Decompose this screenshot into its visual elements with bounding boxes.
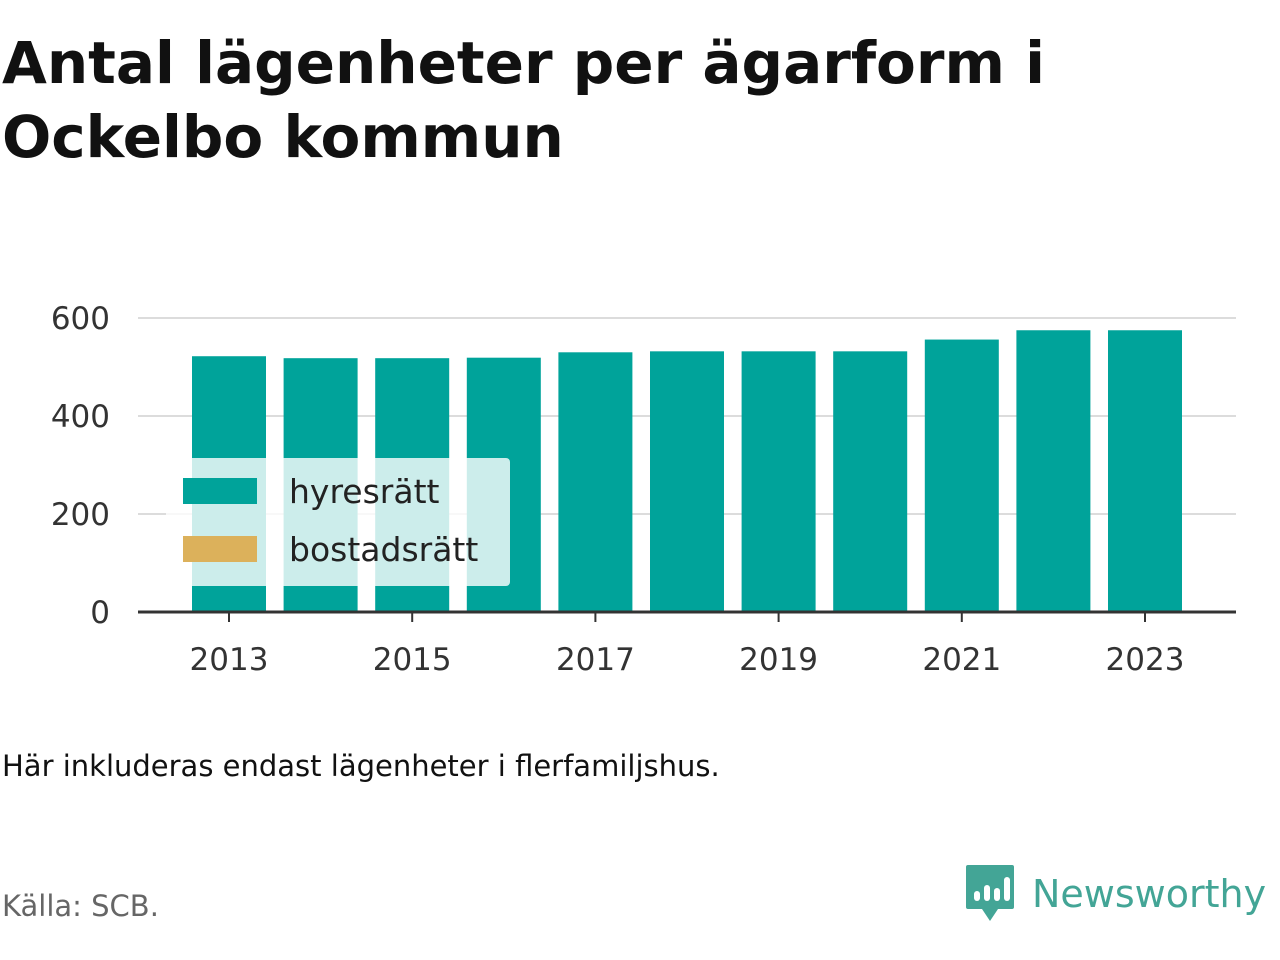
x-tick-label: 2021 [922,642,1001,678]
x-axis-ticks: 2013 2015 2017 2019 2021 2023 [190,612,1185,678]
y-tick-label: 200 [51,497,110,533]
bar [924,339,999,612]
bar [1108,330,1182,612]
bar [833,351,908,612]
bar [558,352,633,612]
bar-chart: 0 200 400 600 2013 2015 2017 2019 2021 2023 hyre… [51,301,1236,678]
y-axis-tick-labels: 0 200 400 600 [51,301,110,631]
bar [650,351,724,612]
legend-label: bostadsrätt [289,530,478,569]
y-tick-label: 400 [51,399,110,435]
bar [741,351,816,612]
y-tick-label: 600 [51,301,110,337]
legend: hyresrätt bostadsrätt [166,458,510,586]
brand-logo: Newsworthy [964,862,1266,926]
x-tick-label: 2019 [739,642,818,678]
x-tick-label: 2015 [373,642,452,678]
legend-swatch [183,478,257,504]
x-tick-label: 2013 [190,642,269,678]
bar [1016,330,1091,612]
x-tick-label: 2023 [1106,642,1185,678]
x-tick-label: 2017 [556,642,635,678]
chart-note: Här inkluderas endast lägenheter i flerf… [2,749,720,783]
legend-swatch [183,536,257,562]
chart-title: Antal lägenheter per ägarform i Ockelbo … [2,29,1046,171]
source-label: Källa: SCB. [2,889,159,923]
brand-name: Newsworthy [1032,872,1267,916]
y-tick-label: 0 [90,595,110,631]
legend-label: hyresrätt [289,472,440,511]
newsworthy-logo-icon [966,865,1014,921]
